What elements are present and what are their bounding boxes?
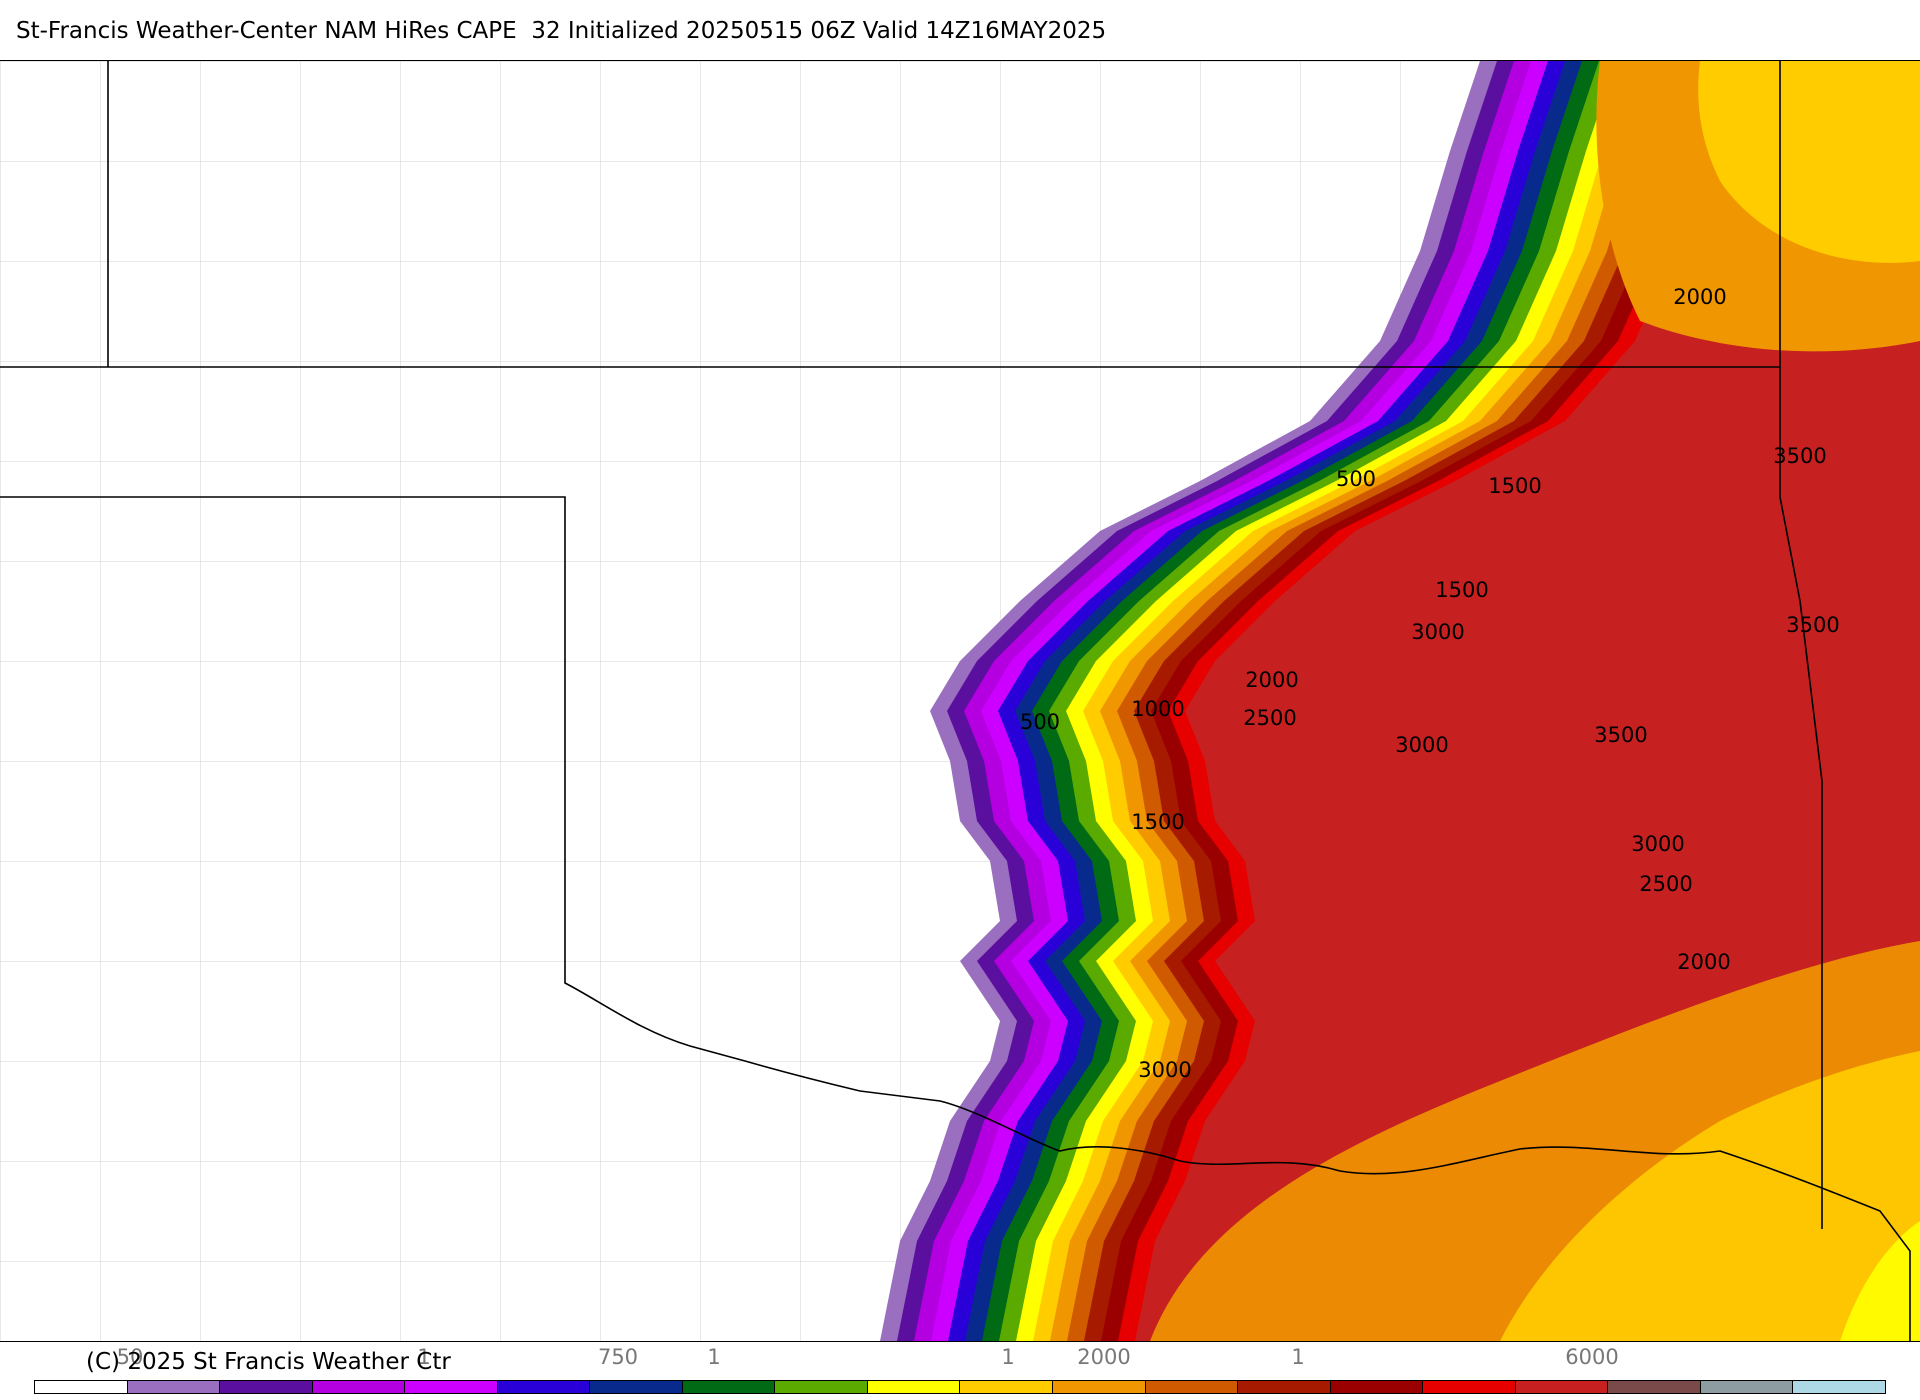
contour-label: 3500 bbox=[1773, 444, 1826, 468]
legend-tick-labels: 50 1 750 1 1 2000 1 6000 bbox=[0, 1345, 1920, 1375]
map-title: St-Francis Weather-Center NAM HiRes CAPE… bbox=[16, 18, 1107, 44]
cape-map: 2000 3500 500 1500 1500 3000 3500 2000 1000 500 25… bbox=[0, 61, 1920, 1341]
contour-label: 1500 bbox=[1435, 578, 1488, 602]
legend-swatch bbox=[127, 1381, 221, 1393]
contour-label: 3000 bbox=[1411, 620, 1464, 644]
contour-label: 500 bbox=[1020, 710, 1060, 734]
legend-tick: 2000 bbox=[1077, 1345, 1131, 1369]
contour-label: 1500 bbox=[1488, 474, 1541, 498]
legend-swatch bbox=[1423, 1381, 1516, 1393]
cape-fill-bands bbox=[880, 61, 1920, 1341]
contour-label: 2500 bbox=[1639, 872, 1692, 896]
legend-swatch bbox=[1238, 1381, 1331, 1393]
map-panel: 2000 3500 500 1500 1500 3000 3500 2000 1000 500 25… bbox=[0, 60, 1920, 1342]
legend-swatch bbox=[1053, 1381, 1146, 1393]
legend-swatch bbox=[590, 1381, 683, 1393]
contour-label: 2000 bbox=[1245, 668, 1298, 692]
cape-band bbox=[1500, 1051, 1920, 1341]
legend-swatch bbox=[1330, 1381, 1424, 1393]
contour-label: 1500 bbox=[1131, 810, 1184, 834]
legend-swatch bbox=[867, 1381, 961, 1393]
legend-swatch bbox=[1700, 1381, 1794, 1393]
contour-label: 1000 bbox=[1131, 697, 1184, 721]
legend-swatch bbox=[1793, 1381, 1885, 1393]
contour-label: 500 bbox=[1336, 467, 1376, 491]
color-legend-bar bbox=[34, 1380, 1886, 1394]
contour-label: 3500 bbox=[1786, 613, 1839, 637]
legend-swatch bbox=[775, 1381, 868, 1393]
border-ok-tx bbox=[0, 496, 1911, 1341]
legend-swatch bbox=[1515, 1381, 1609, 1393]
legend-tick: 6000 bbox=[1565, 1345, 1619, 1369]
legend-swatch bbox=[1145, 1381, 1239, 1393]
contour-label: 2500 bbox=[1243, 706, 1296, 730]
contour-label: 2000 bbox=[1673, 285, 1726, 309]
legend-swatch bbox=[35, 1381, 128, 1393]
legend-tick: 750 bbox=[597, 1345, 639, 1369]
legend-swatch bbox=[220, 1381, 313, 1393]
contour-label: 2000 bbox=[1677, 950, 1730, 974]
legend-swatch bbox=[497, 1381, 591, 1393]
legend-swatch bbox=[1608, 1381, 1701, 1393]
cape-band bbox=[1840, 1221, 1920, 1341]
contour-label: 3000 bbox=[1395, 733, 1448, 757]
legend-swatch bbox=[960, 1381, 1054, 1393]
contour-label: 3500 bbox=[1594, 723, 1647, 747]
legend-swatch bbox=[682, 1381, 776, 1393]
legend-tick: 1 bbox=[1001, 1345, 1015, 1369]
legend-swatch bbox=[312, 1381, 406, 1393]
contour-label: 3000 bbox=[1631, 832, 1684, 856]
border-ks-mo bbox=[1779, 61, 1823, 1229]
copyright-notice: (C) 2025 St Francis Weather Ctr bbox=[86, 1349, 451, 1375]
cape-band bbox=[1698, 61, 1920, 263]
legend-tick: 1 bbox=[417, 1345, 431, 1369]
state-borders bbox=[0, 61, 1911, 1341]
legend-tick: 1 bbox=[707, 1345, 721, 1369]
legend-swatch bbox=[405, 1381, 498, 1393]
legend-tick: 50 bbox=[116, 1345, 144, 1369]
contour-label: 3000 bbox=[1138, 1058, 1191, 1082]
legend-tick: 1 bbox=[1291, 1345, 1305, 1369]
